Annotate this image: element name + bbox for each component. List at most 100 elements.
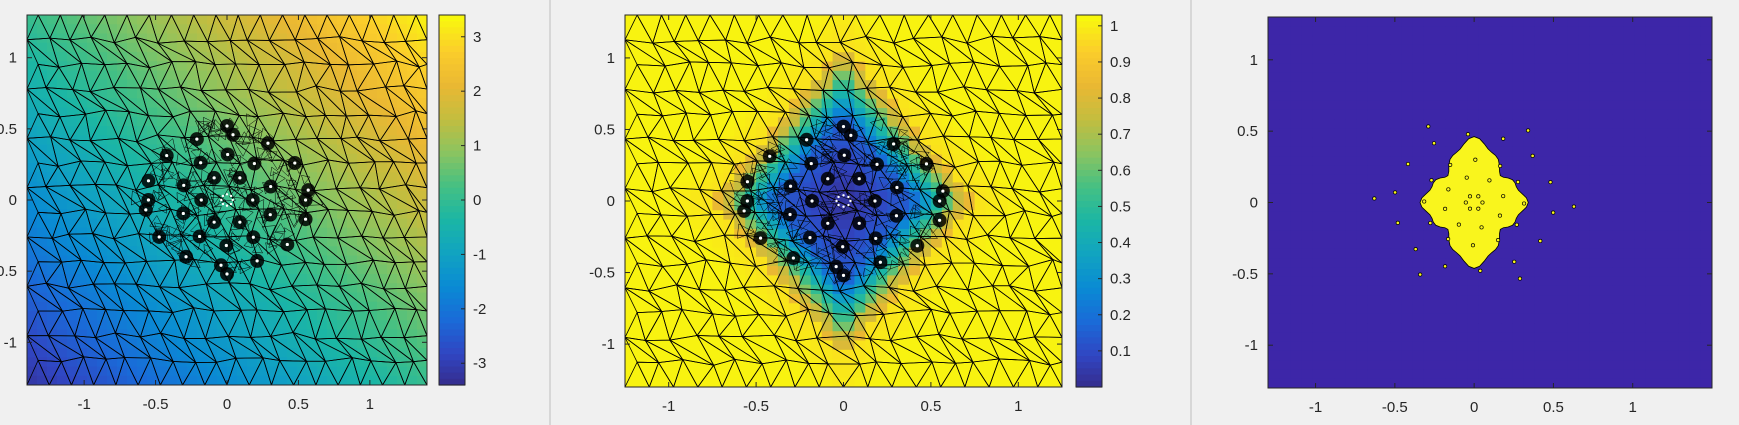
field-cell [337,357,348,368]
field-cell [919,210,932,221]
field-cell [679,98,692,109]
field-cell [1040,135,1052,146]
field-cell [876,117,888,128]
field-cell [635,173,648,183]
field-cell [745,210,757,221]
field-cell [377,292,388,303]
field-cell [117,338,128,349]
field-cell [297,172,308,183]
colorbar-segment [439,126,465,133]
field-cell [207,227,218,238]
refined-triangle [802,186,817,199]
field-cell [107,311,118,321]
field-cell [909,126,921,137]
field-cell [745,24,757,35]
field-cell [297,126,308,136]
field-cell [668,15,681,25]
field-cell [865,52,877,63]
center-ring-dot [221,202,225,206]
field-cell [257,61,268,72]
field-cell [267,366,278,377]
field-cell [277,246,288,257]
field-cell [625,247,637,258]
field-cell [77,52,88,62]
field-cell [1040,33,1052,44]
field-cell [107,375,118,385]
field-cell [237,24,248,35]
field-cell [712,201,724,211]
refined-triangle [208,128,222,142]
field-cell [227,42,238,53]
field-cell [865,349,877,360]
field-cell [657,154,670,165]
field-cell [843,163,856,174]
field-cell [723,15,735,25]
field-cell [37,357,48,368]
field-cell [690,33,703,44]
field-cell [347,311,358,321]
refined-triangle [248,125,263,141]
center-ring-dot [849,199,852,203]
field-cell [854,256,866,267]
field-cell [347,24,358,35]
field-cell [646,359,659,369]
field-cell [635,61,648,72]
field-cell [745,135,757,146]
field-cell [898,359,910,369]
field-cell [67,15,78,25]
field-cell [47,292,58,303]
field-cell [679,219,692,230]
field-cell [47,163,58,173]
field-cell [47,301,58,312]
field-cell [147,135,158,146]
field-cell [417,292,427,303]
hole-center [224,243,228,248]
colorbar-segment [439,218,465,226]
field-cell [919,247,932,258]
field-cell [197,172,208,183]
field-cell [167,200,178,210]
field-cell [821,15,834,25]
field-cell [712,210,724,221]
colorbar-segment [1076,275,1102,283]
field-cell [788,135,801,146]
field-cell [407,209,418,220]
field-cell [367,209,378,220]
field-cell [635,163,648,174]
field-cell [1040,108,1052,118]
field-cell [287,33,298,44]
center-ring-dot [847,195,850,199]
field-cell [974,126,987,137]
field-cell [207,181,218,192]
field-cell [854,80,866,90]
field-cell [777,238,790,249]
field-cell [417,348,427,358]
field-cell [1051,219,1062,230]
field-cell [832,368,845,379]
field-cell [930,126,943,137]
field-cell [668,368,681,379]
field-cell [257,52,268,62]
field-cell [690,266,703,276]
field-cell [287,255,298,266]
field-cell [865,321,877,332]
field-cell [347,209,358,220]
field-cell [117,283,128,294]
field-cell [87,292,98,303]
field-cell [963,201,976,211]
field-cell [690,191,703,202]
field-cell [77,200,88,210]
field-cell [941,154,954,165]
field-cell [107,200,118,210]
field-cell [127,190,138,201]
field-cell [668,247,681,258]
field-cell [898,219,910,230]
field-cell [137,283,148,294]
hole-center [157,235,161,239]
field-cell [1007,312,1019,323]
field-cell [227,246,238,257]
field-cell [307,163,318,173]
field-cell [187,311,198,321]
field-cell [919,24,932,35]
colorbar-segment [1076,213,1102,221]
